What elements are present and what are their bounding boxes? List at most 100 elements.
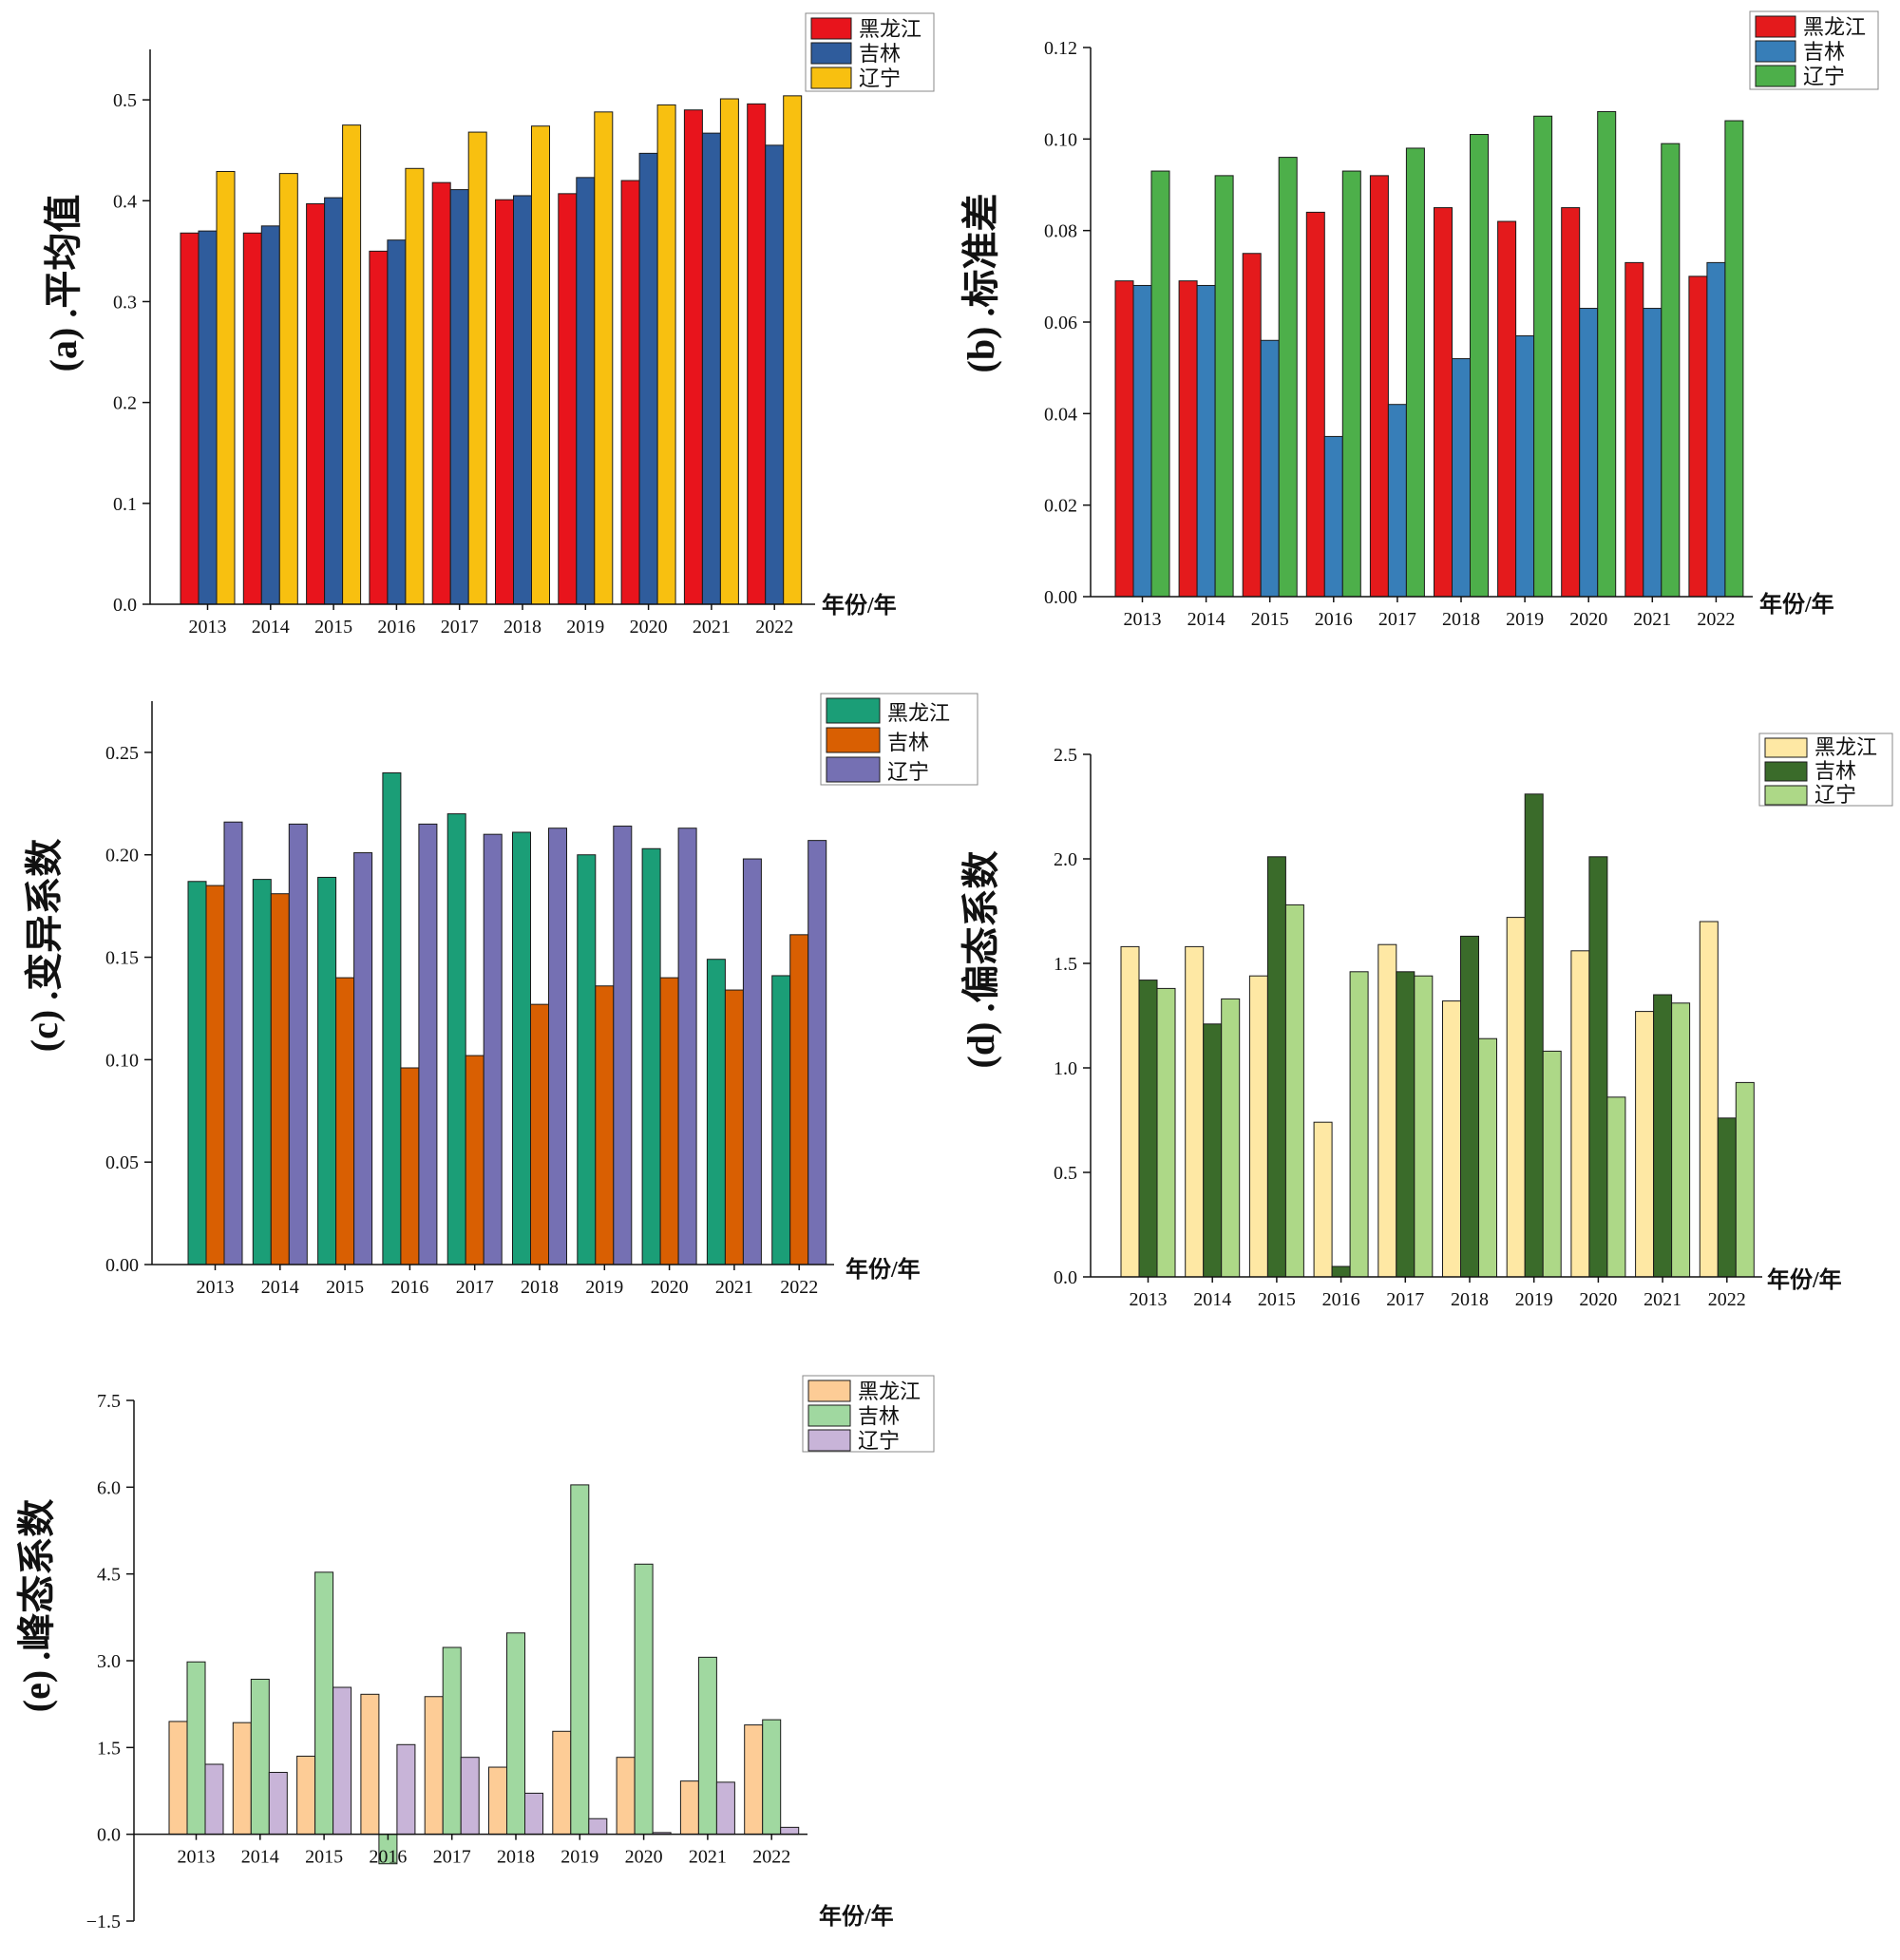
y-tick-label-c-0.25: 0.25 [105, 743, 139, 764]
x-tick-label-d-2019: 2019 [1515, 1289, 1553, 1310]
bar-c-辽宁-2021 [742, 858, 762, 1265]
bar-e-黑龙江-2018 [488, 1766, 507, 1836]
panel-d-ylabel: (d) .偏态系数 [960, 851, 1002, 1069]
bar-e-黑龙江-2020 [616, 1757, 636, 1836]
legend-swatch-e-吉林 [808, 1404, 851, 1427]
bar-d-吉林-2016 [1331, 1265, 1351, 1278]
bar-d-黑龙江-2019 [1506, 917, 1526, 1278]
bar-a-辽宁-2020 [656, 104, 676, 605]
bar-b-吉林-2015 [1260, 339, 1280, 598]
bar-e-辽宁-2013 [204, 1763, 224, 1836]
bar-e-辽宁-2016 [396, 1743, 416, 1836]
bar-e-吉林-2022 [762, 1719, 782, 1836]
x-tick-label-e-2019: 2019 [560, 1847, 598, 1868]
bar-b-辽宁-2019 [1533, 115, 1553, 598]
x-tick-label-b-2021: 2021 [1633, 609, 1671, 630]
panel-a-ylabel: (a) .平均值 [42, 195, 85, 372]
bar-a-黑龙江-2019 [558, 193, 578, 605]
legend-label-e-黑龙江: 黑龙江 [858, 1380, 921, 1403]
bar-b-黑龙江-2018 [1434, 207, 1453, 598]
y-tick-label-a-0: 0.0 [113, 595, 137, 616]
x-tick-label-c-2021: 2021 [715, 1277, 753, 1298]
y-tick-label-b-0.1: 0.10 [1044, 129, 1077, 150]
x-tick-label-e-2015: 2015 [305, 1847, 343, 1868]
x-tick-label-a-2020: 2020 [630, 617, 668, 637]
bar-e-辽宁-2022 [780, 1826, 800, 1836]
bar-e-黑龙江-2021 [679, 1780, 699, 1836]
y-tick-label-b-0.12: 0.12 [1044, 38, 1077, 59]
bar-b-辽宁-2017 [1405, 147, 1425, 598]
y-tick-label-d-1: 1.0 [1054, 1058, 1077, 1079]
bar-c-黑龙江-2014 [252, 879, 272, 1265]
x-tick-label-c-2013: 2013 [197, 1277, 235, 1298]
x-tick-label-d-2016: 2016 [1322, 1289, 1360, 1310]
x-tick-label-a-2015: 2015 [314, 617, 352, 637]
panel-b-xunit: 年份/年 [1759, 591, 1834, 618]
bar-b-吉林-2021 [1643, 308, 1662, 598]
y-tick-label-e-3: 3.0 [97, 1651, 121, 1672]
legend-swatch-c-吉林 [826, 727, 881, 753]
legend-swatch-a-吉林 [810, 42, 852, 65]
legend-label-c-黑龙江: 黑龙江 [887, 701, 950, 725]
bar-c-吉林-2019 [595, 985, 615, 1265]
bar-c-黑龙江-2016 [382, 771, 402, 1265]
bar-e-辽宁-2015 [332, 1686, 352, 1836]
bar-b-黑龙江-2022 [1688, 276, 1708, 598]
bar-a-辽宁-2017 [467, 131, 487, 605]
x-tick-label-a-2018: 2018 [504, 617, 542, 637]
bar-c-辽宁-2016 [418, 823, 438, 1265]
y-tick-label-e-0: 0.0 [97, 1825, 121, 1846]
x-tick-label-b-2015: 2015 [1251, 609, 1289, 630]
x-tick-label-e-2017: 2017 [433, 1847, 471, 1868]
bar-b-辽宁-2020 [1597, 110, 1617, 598]
bar-a-辽宁-2019 [594, 111, 614, 605]
bar-d-吉林-2014 [1203, 1023, 1223, 1278]
x-tick-label-d-2022: 2022 [1708, 1289, 1746, 1310]
x-tick-label-d-2018: 2018 [1451, 1289, 1489, 1310]
bar-a-辽宁-2015 [342, 124, 362, 605]
bar-d-吉林-2015 [1266, 856, 1286, 1278]
bar-b-黑龙江-2021 [1624, 261, 1644, 598]
bar-e-吉林-2021 [697, 1656, 717, 1836]
bar-d-吉林-2022 [1717, 1117, 1737, 1278]
panel-d: (d) .偏态系数 年份/年 2013 2014 2015 2016 2017 2018 2… [960, 733, 1893, 1310]
x-tick-label-d-2015: 2015 [1258, 1289, 1296, 1310]
bar-c-吉林-2015 [335, 977, 355, 1265]
legend-label-e-吉林: 吉林 [858, 1404, 900, 1428]
bar-d-辽宁-2017 [1414, 975, 1434, 1278]
bar-d-吉林-2020 [1588, 856, 1608, 1278]
bar-e-吉林-2017 [442, 1646, 462, 1836]
y-tick-label-d-2.5: 2.5 [1054, 745, 1077, 766]
bar-e-吉林-2015 [314, 1571, 334, 1836]
bar-d-辽宁-2021 [1671, 1002, 1691, 1278]
bar-c-黑龙江-2022 [771, 975, 791, 1265]
bar-a-黑龙江-2017 [431, 181, 451, 605]
bar-c-黑龙江-2021 [706, 959, 726, 1265]
bar-a-吉林-2020 [638, 152, 658, 605]
bar-a-辽宁-2021 [719, 98, 739, 605]
panel-b: (b) .标准差 年份/年 2013 2014 2015 2016 2017 2018 20… [960, 10, 1879, 630]
bar-d-辽宁-2020 [1606, 1096, 1626, 1278]
bar-a-吉林-2016 [387, 239, 407, 605]
bar-a-吉林-2017 [449, 189, 469, 605]
bar-a-辽宁-2016 [405, 167, 425, 605]
bar-e-黑龙江-2016 [360, 1693, 380, 1836]
y-tick-label-a-0.2: 0.2 [113, 393, 137, 414]
legend-label-b-黑龙江: 黑龙江 [1803, 15, 1866, 39]
x-tick-label-a-2017: 2017 [441, 617, 479, 637]
bar-a-辽宁-2018 [531, 125, 550, 605]
x-tick-label-e-2014: 2014 [241, 1847, 279, 1868]
legend-label-b-辽宁: 辽宁 [1803, 65, 1845, 88]
x-tick-label-e-2020: 2020 [625, 1847, 663, 1868]
x-tick-label-c-2019: 2019 [585, 1277, 623, 1298]
bar-c-黑龙江-2017 [446, 813, 466, 1265]
y-tick-label-e-7.5: 7.5 [97, 1391, 121, 1412]
x-tick-label-d-2014: 2014 [1193, 1289, 1231, 1310]
bar-d-黑龙江-2013 [1120, 945, 1140, 1278]
legend-swatch-d-黑龙江 [1764, 737, 1808, 758]
bar-d-黑龙江-2020 [1570, 950, 1590, 1278]
bar-d-黑龙江-2022 [1699, 921, 1719, 1278]
legend-label-c-吉林: 吉林 [887, 731, 929, 754]
panel-c: (c) .变异系数 年份/年 2013 2014 2015 2016 2017 2018 2… [23, 693, 978, 1298]
